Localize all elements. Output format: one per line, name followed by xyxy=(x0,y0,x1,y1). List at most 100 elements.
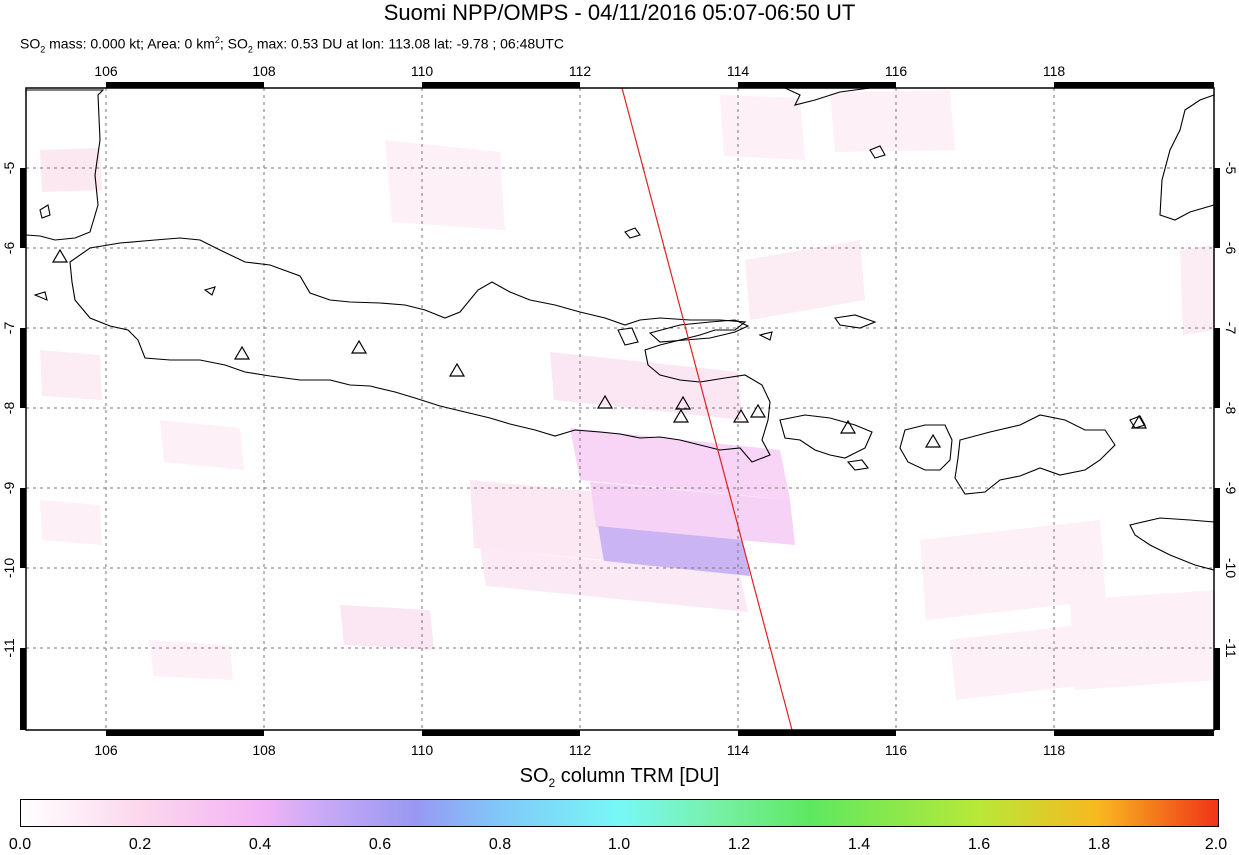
lon-label-top: 118 xyxy=(1043,63,1066,79)
lat-label-right: -11 xyxy=(1223,638,1239,657)
coastline-island-small-2 xyxy=(758,331,773,341)
lon-label-top: 112 xyxy=(569,63,592,79)
volcano-triangle xyxy=(233,345,251,360)
frame-segment-top-2 xyxy=(422,82,580,88)
lat-label-left: -11 xyxy=(1,638,17,657)
coastline-island-small-7 xyxy=(617,327,639,346)
volcano-triangle xyxy=(51,248,69,263)
coastline-sulawesi xyxy=(1159,94,1215,221)
lon-label-top: 116 xyxy=(885,63,908,79)
coastline-nusa-penida xyxy=(846,459,869,471)
coastline-island-small-1 xyxy=(203,286,216,296)
so2-pixel xyxy=(40,148,102,192)
coastlines xyxy=(25,87,1215,571)
frame-segment-top-4 xyxy=(1054,82,1214,88)
frame-ticks xyxy=(20,82,1220,736)
lon-label-bottom: 116 xyxy=(885,742,908,758)
volcano-triangle xyxy=(924,433,942,448)
coastline-lombok xyxy=(899,424,953,471)
coastline-sumbawa xyxy=(954,414,1116,495)
colorbar-label: 1.2 xyxy=(727,836,751,853)
lat-label-right: -6 xyxy=(1223,242,1239,255)
lat-label-left: -6 xyxy=(1,242,17,255)
lat-label-right: -10 xyxy=(1223,558,1239,578)
so2-pixel xyxy=(720,95,805,160)
frame-segment-left-3 xyxy=(20,488,26,568)
map-frame xyxy=(25,87,1215,731)
frame-segment-left-2 xyxy=(20,328,26,408)
frame-segment-left-4 xyxy=(20,648,26,730)
lat-label-left: -10 xyxy=(1,558,17,578)
colorbar-label: 2.0 xyxy=(1204,836,1228,853)
lon-label-top: 114 xyxy=(727,63,750,79)
lon-label-top: 108 xyxy=(252,63,276,79)
lon-label-top: 110 xyxy=(411,63,434,79)
so2-pixel xyxy=(590,482,795,545)
lon-label-bottom: 106 xyxy=(94,742,118,758)
frame-segment-top-3 xyxy=(738,82,896,88)
so2-pixel xyxy=(480,548,748,612)
volcano-markers xyxy=(51,248,1148,448)
colorbar-label: 0.2 xyxy=(128,836,152,853)
coastline-sumatra xyxy=(25,89,105,241)
volcano-triangle xyxy=(674,395,692,410)
so2-pixel xyxy=(1180,245,1215,335)
lon-label-bottom: 108 xyxy=(252,742,276,758)
so2-pixel-field xyxy=(40,90,1215,700)
colorbar-label: 1.6 xyxy=(967,836,991,853)
frame-segment-right-4 xyxy=(1214,648,1220,730)
coastline-island-small-3 xyxy=(869,145,886,159)
so2-pixel xyxy=(920,520,1106,620)
so2-pixel xyxy=(570,428,790,500)
frame-segment-left-1 xyxy=(20,168,26,248)
lat-label-right: -5 xyxy=(1223,162,1239,175)
colorbar-title: SO2 column TRM [DU] xyxy=(519,765,720,790)
volcano-triangle xyxy=(732,408,750,423)
coastline-madura xyxy=(648,319,750,343)
lon-label-top: 106 xyxy=(94,63,118,79)
coastline-kangean xyxy=(834,314,877,329)
colorbar-label: 1.8 xyxy=(1087,836,1111,853)
lon-label-bottom: 118 xyxy=(1043,742,1066,758)
orbit-track-line xyxy=(621,87,793,731)
colorbar-label: 0.4 xyxy=(248,836,272,853)
so2-pixel xyxy=(830,90,955,152)
so2-summary: SO2 mass: 0.000 kt; Area: 0 km2; SO2 max… xyxy=(20,35,564,55)
so2-pixel xyxy=(550,352,742,420)
lat-label-right: -7 xyxy=(1223,322,1239,335)
colorbar-label: 0.0 xyxy=(8,836,32,853)
so2-pixel xyxy=(40,500,102,545)
frame-segment-right-3 xyxy=(1214,488,1220,568)
volcano-triangle xyxy=(596,394,614,409)
so2-pixel xyxy=(385,140,505,230)
colorbar-label: 1.0 xyxy=(607,836,631,853)
lat-label-left: -8 xyxy=(1,402,17,415)
coastline-bawean xyxy=(624,227,641,239)
lon-label-bottom: 112 xyxy=(569,742,592,758)
volcano-triangle xyxy=(839,419,857,434)
map-title: Suomi NPP/OMPS - 04/11/2016 05:07-06:50 … xyxy=(383,0,856,25)
lon-label-bottom: 114 xyxy=(727,742,750,758)
coastline-java xyxy=(69,237,771,463)
colorbar-label: 0.6 xyxy=(368,836,392,853)
lat-label-left: -5 xyxy=(1,162,17,175)
so2-pixel xyxy=(470,480,604,560)
volcano-triangle xyxy=(749,403,767,418)
so2-pixel xyxy=(150,640,233,680)
so2-pixel xyxy=(160,420,244,470)
coastline-island-small-5 xyxy=(39,204,51,219)
lat-label-right: -8 xyxy=(1223,402,1239,415)
coastline-borneo xyxy=(784,87,871,106)
volcano-triangle xyxy=(350,339,368,354)
coastline-bali xyxy=(779,414,873,459)
frame-segment-bottom-1 xyxy=(106,730,264,736)
coastline-sumba xyxy=(1129,517,1215,571)
lat-label-left: -9 xyxy=(1,482,17,495)
frame-segment-bottom-3 xyxy=(738,730,896,736)
colorbar-label: 0.8 xyxy=(488,836,512,853)
frame-segment-bottom-4 xyxy=(1054,730,1214,736)
so2-pixel xyxy=(1070,590,1215,690)
frame-segment-top-1 xyxy=(106,82,264,88)
so2-pixel xyxy=(40,350,102,400)
